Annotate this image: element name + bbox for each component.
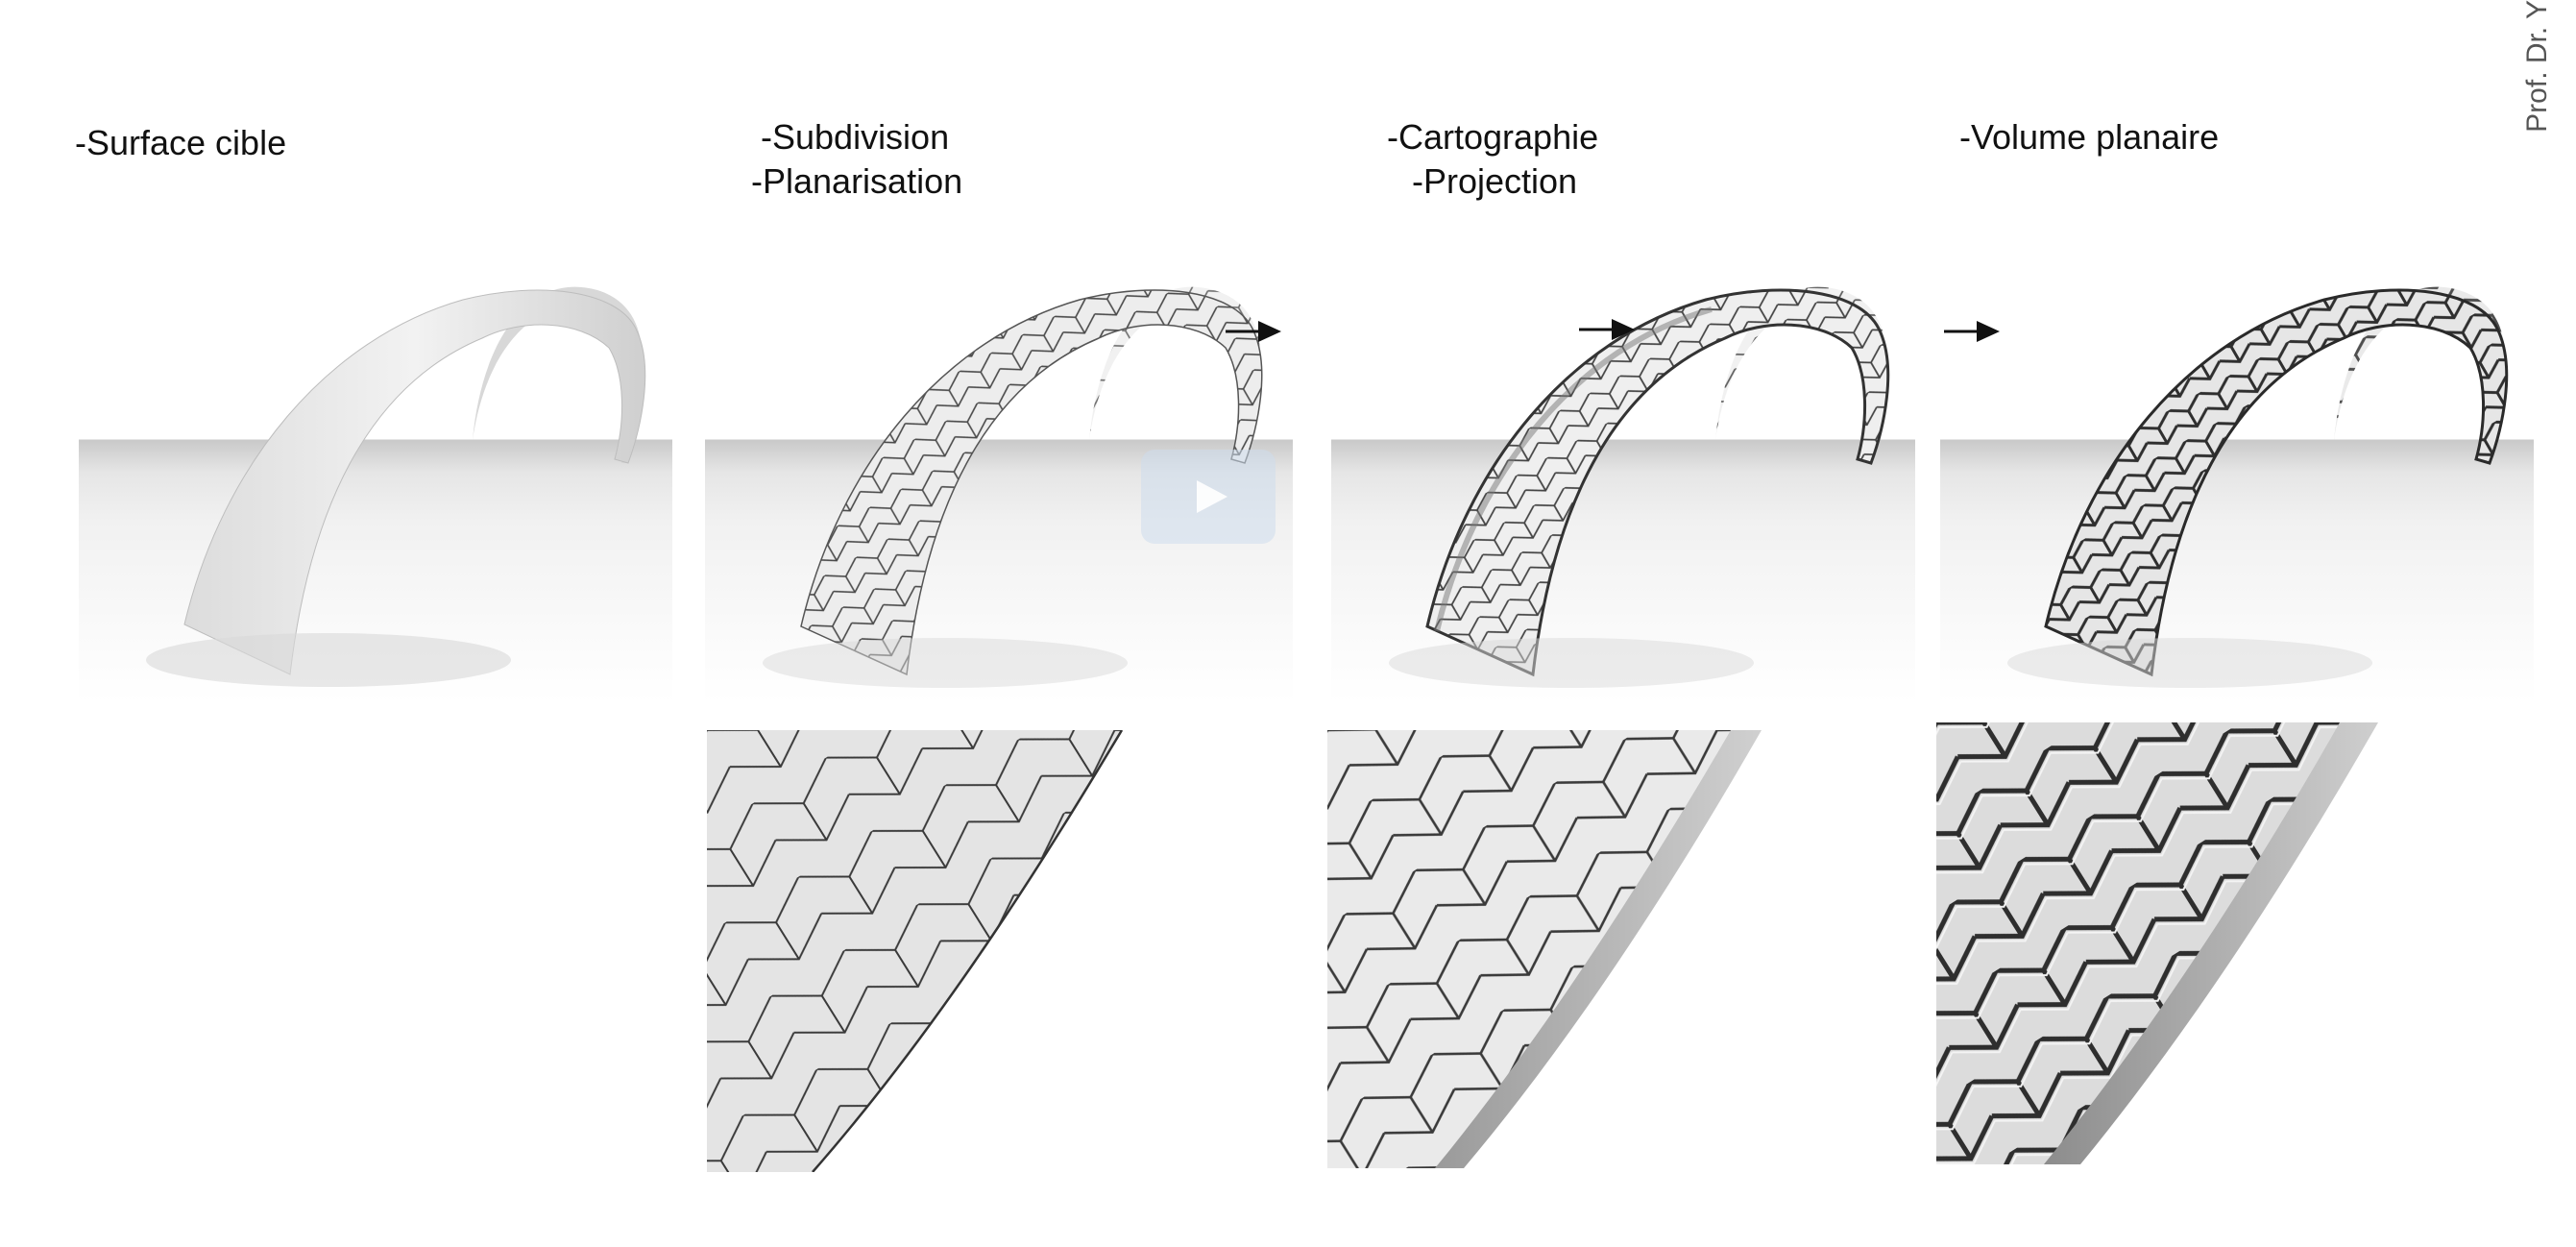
volume-closeup bbox=[1936, 722, 2378, 1164]
mesh-closeup-lines bbox=[707, 730, 1124, 1172]
step-label-subdivision: -Subdivision -Planarisation bbox=[751, 115, 962, 204]
step-label-cartographie: -Cartographie -Projection bbox=[1387, 115, 1598, 204]
step-label-surface-cible: -Surface cible bbox=[75, 121, 286, 165]
play-icon bbox=[1197, 480, 1227, 513]
label-line: -Projection bbox=[1412, 161, 1578, 201]
label-line: -Volume planaire bbox=[1959, 117, 2220, 157]
label-line: -Surface cible bbox=[75, 123, 287, 162]
projection-closeup bbox=[1327, 730, 1762, 1168]
arrow-right-icon bbox=[1579, 319, 1635, 340]
arrow-right-icon bbox=[1226, 321, 1281, 342]
label-line: -Cartographie bbox=[1387, 117, 1599, 157]
detail-volume-planaire bbox=[1936, 722, 2380, 1164]
credit-text: Prof. Dr. Y bbox=[2521, 0, 2553, 133]
detail-subdivision bbox=[707, 730, 1130, 1172]
arch-projection bbox=[1389, 286, 1890, 688]
render-surface-cible bbox=[79, 223, 672, 703]
arch-volume bbox=[2007, 286, 2509, 688]
render-cartographie bbox=[1331, 223, 1915, 703]
video-play-button[interactable] bbox=[1141, 450, 1276, 544]
step-label-volume-planaire: -Volume planaire bbox=[1959, 115, 2219, 159]
label-line: -Subdivision bbox=[761, 117, 950, 157]
arrow-right-icon bbox=[1944, 321, 2000, 342]
label-line: -Planarisation bbox=[751, 161, 963, 201]
arch-smooth bbox=[146, 286, 646, 687]
render-volume-planaire bbox=[1940, 223, 2534, 703]
detail-cartographie bbox=[1327, 730, 1765, 1168]
